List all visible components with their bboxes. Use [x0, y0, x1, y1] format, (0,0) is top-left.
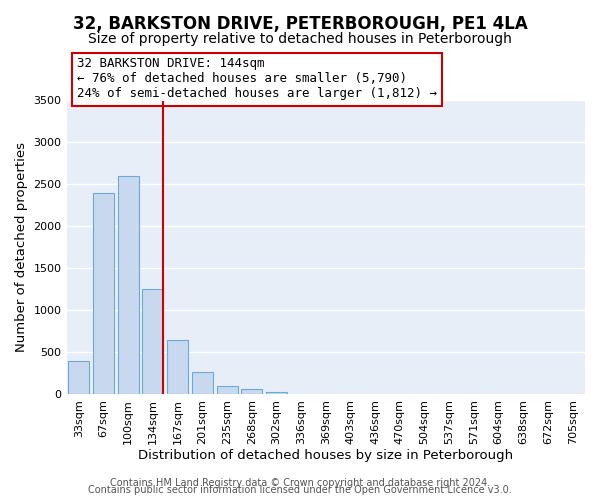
Bar [217, 386, 238, 394]
Text: Size of property relative to detached houses in Peterborough: Size of property relative to detached ho… [88, 32, 512, 46]
Text: 32 BARKSTON DRIVE: 144sqm
← 76% of detached houses are smaller (5,790)
24% of se: 32 BARKSTON DRIVE: 144sqm ← 76% of detac… [77, 58, 437, 100]
Bar [167, 340, 188, 394]
Text: Contains HM Land Registry data © Crown copyright and database right 2024.: Contains HM Land Registry data © Crown c… [110, 478, 490, 488]
Bar [241, 390, 262, 394]
Y-axis label: Number of detached properties: Number of detached properties [15, 142, 28, 352]
Text: Contains public sector information licensed under the Open Government Licence v3: Contains public sector information licen… [88, 485, 512, 495]
Bar [192, 372, 213, 394]
Bar [93, 193, 114, 394]
Bar [266, 392, 287, 394]
Text: 32, BARKSTON DRIVE, PETERBOROUGH, PE1 4LA: 32, BARKSTON DRIVE, PETERBOROUGH, PE1 4L… [73, 15, 527, 33]
X-axis label: Distribution of detached houses by size in Peterborough: Distribution of detached houses by size … [138, 450, 514, 462]
Bar [118, 176, 139, 394]
Bar [142, 289, 163, 394]
Bar [68, 360, 89, 394]
